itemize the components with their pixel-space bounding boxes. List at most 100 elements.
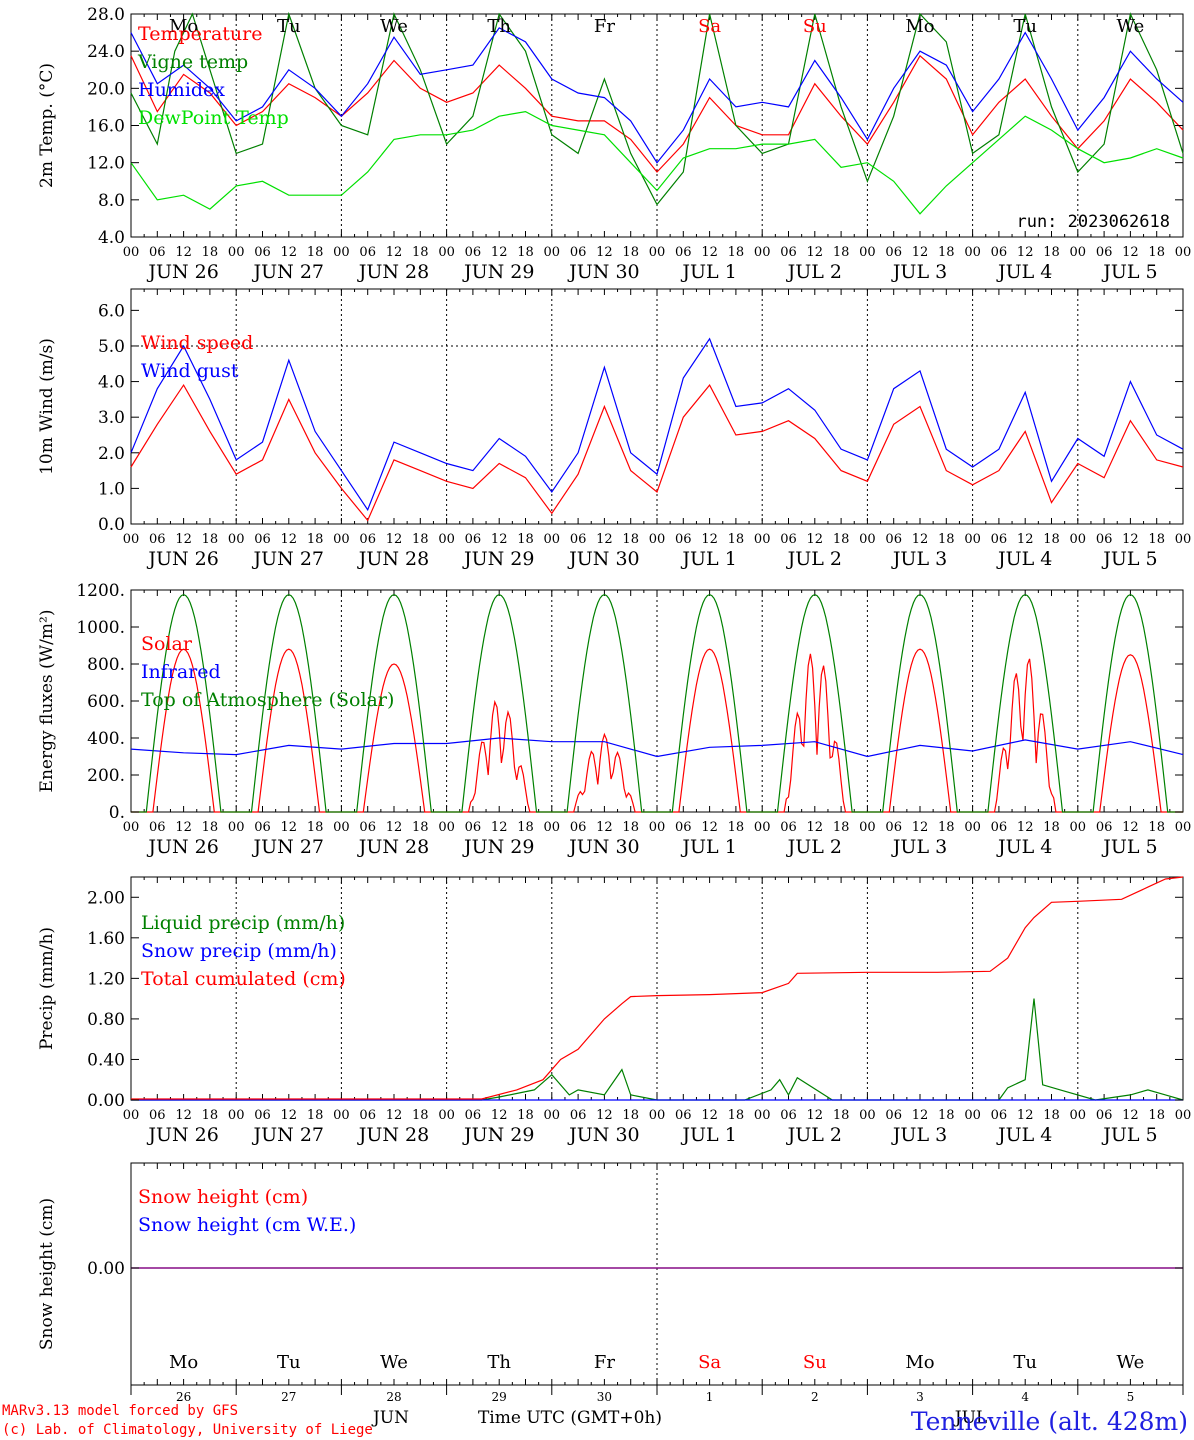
wind-legend: Wind speed Wind gust <box>141 332 253 382</box>
energy-y-tick-label: 600. <box>87 692 125 712</box>
wind-legend-entry: Wind speed <box>141 332 253 354</box>
energy-legend-entry: Solar <box>141 633 193 655</box>
wind-hour-tick-label: 12 <box>701 532 718 547</box>
wind-y-tick-label: 1.0 <box>98 479 125 499</box>
precip-hour-tick-label: 06 <box>149 1108 166 1123</box>
precip-hour-tick-label: 12 <box>281 1108 298 1123</box>
energy-panel: 0.200.400.600.800.1000.1200. 00 06 12 18JUN… <box>37 581 1191 858</box>
wind-hour-tick-label: 18 <box>307 532 324 547</box>
precip-hour-tick-label: 00 <box>544 1108 561 1123</box>
energy-y-axis-label: Energy fluxes (W/m²) <box>37 610 57 793</box>
temperature-hour-tick-label: 18 <box>622 245 639 260</box>
energy-y-ticks: 0. 200. 400. 600. 800. 1000. 1200. <box>76 581 1183 823</box>
wind-hour-tick-label: 18 <box>833 532 850 547</box>
precip-hour-tick-label: 06 <box>885 1108 902 1123</box>
temperature-y-tick-label: 12.0 <box>87 154 125 174</box>
precip-day-label: JUN 30 <box>567 1124 639 1146</box>
wind-hour-tick-label: 06 <box>991 532 1008 547</box>
precip-day-label: JUL 1 <box>680 1124 736 1146</box>
precip-hour-tick-label: 00 <box>123 1108 140 1123</box>
wind-hour-tick-label: 12 <box>281 532 298 547</box>
wind-hour-tick-label: 00 <box>123 532 140 547</box>
temperature-hour-tick-label: 18 <box>1148 245 1165 260</box>
precip-hour-tick-label: 00 <box>754 1108 771 1123</box>
precip-legend-entry: Total cumulated (cm) <box>141 968 346 990</box>
temperature-legend: Temperature Vigne temp Humidex DewPoint Tem… <box>137 23 289 129</box>
energy-hour-tick-label: 00 <box>859 820 876 835</box>
temperature-y-axis-label: 2m Temp. (°C) <box>37 63 57 188</box>
energy-day-label: JUN 28 <box>357 836 429 858</box>
energy-hour-tick-label: 06 <box>885 820 902 835</box>
temperature-hour-tick-label: 06 <box>359 245 376 260</box>
precip-hour-tick-label: 18 <box>517 1108 534 1123</box>
precip-series-line <box>131 998 1184 1101</box>
temperature-hour-tick-label: 06 <box>675 245 692 260</box>
energy-legend: Solar Infrared Top of Atmosphere (Solar) <box>141 633 394 711</box>
wind-y-tick-label: 4.0 <box>98 373 125 393</box>
precip-hour-tick-label: 06 <box>465 1108 482 1123</box>
day-number-label: 3 <box>916 1390 924 1404</box>
temperature-hour-tick-label: 00 <box>649 245 666 260</box>
temperature-day-label: JUL 5 <box>1101 261 1157 283</box>
energy-day-label: JUN 29 <box>462 836 534 858</box>
wind-day-label: JUL 2 <box>786 548 842 570</box>
wind-hour-tick-label: 12 <box>491 532 508 547</box>
energy-hour-tick-label: 00 <box>438 820 455 835</box>
snow-weekday-labels: Mo Tu We Th Fr Sa Su Mo Tu We <box>169 1352 1144 1373</box>
weekday-label: Fr <box>594 1352 615 1373</box>
energy-lines <box>130 593 1184 813</box>
wind-hour-tick-label: 00 <box>964 532 981 547</box>
weekday-label: We <box>1117 1352 1145 1373</box>
day-number-label: 30 <box>597 1390 612 1404</box>
precip-hour-tick-label: 06 <box>570 1108 587 1123</box>
precip-y-tick-label: 0.00 <box>87 1091 125 1111</box>
wind-day-label: JUL 4 <box>996 548 1052 570</box>
wind-day-label: JUN 30 <box>567 548 639 570</box>
temperature-hour-tick-label: 00 <box>438 245 455 260</box>
wind-y-axis-label: 10m Wind (m/s) <box>37 338 57 475</box>
energy-hour-tick-label: 00 <box>228 820 245 835</box>
day-number-label: 5 <box>1127 1390 1135 1404</box>
temperature-day-label: JUL 4 <box>996 261 1052 283</box>
temperature-series-line <box>130 27 1184 164</box>
energy-hour-tick-label: 00 <box>333 820 350 835</box>
energy-hour-tick-label: 18 <box>307 820 324 835</box>
weekday-label: Tu <box>277 16 301 37</box>
precip-hour-tick-label: 18 <box>622 1108 639 1123</box>
station-title: Tenneville (alt. 428m) <box>911 1407 1188 1436</box>
energy-hour-tick-label: 06 <box>570 820 587 835</box>
temperature-hour-tick-label: 00 <box>544 245 561 260</box>
energy-hour-tick-label: 12 <box>701 820 718 835</box>
snow-grid <box>130 1163 1184 1385</box>
energy-hour-tick-label: 06 <box>780 820 797 835</box>
weekday-label: Tu <box>1013 16 1037 37</box>
energy-series-line <box>131 593 1183 813</box>
precip-hour-tick-label: 12 <box>175 1108 192 1123</box>
energy-y-tick-label: 400. <box>87 729 125 749</box>
wind-hour-tick-label: 18 <box>412 532 429 547</box>
temperature-hour-tick-label: 18 <box>517 245 534 260</box>
temperature-y-tick-label: 20.0 <box>87 79 125 99</box>
precip-hour-tick-label: 12 <box>386 1108 403 1123</box>
energy-day-label: JUN 30 <box>567 836 639 858</box>
wind-hour-tick-label: 12 <box>807 532 824 547</box>
precip-hour-tick-label: 18 <box>1043 1108 1060 1123</box>
precip-hour-tick-label: 12 <box>912 1108 929 1123</box>
energy-hour-tick-label: 12 <box>175 820 192 835</box>
precip-y-ticks: 0.00 0.40 0.80 1.20 1.60 2.00 <box>87 888 1183 1111</box>
temperature-hour-tick-label: 06 <box>991 245 1008 260</box>
temperature-hour-tick-label: 12 <box>596 245 613 260</box>
energy-hour-tick-label: 06 <box>991 820 1008 835</box>
weekday-label: Sa <box>698 1352 721 1373</box>
precip-hour-tick-label: 00 <box>859 1108 876 1123</box>
temperature-day-label: JUL 2 <box>786 261 842 283</box>
temperature-hour-tick-label: 00 <box>333 245 350 260</box>
temperature-hour-tick-label: 00 <box>228 245 245 260</box>
precip-hour-tick-label: 06 <box>254 1108 271 1123</box>
energy-y-tick-label: 0. <box>109 803 125 823</box>
energy-hour-tick-label: 12 <box>281 820 298 835</box>
precip-hour-tick-label: 06 <box>991 1108 1008 1123</box>
temperature-hour-tick-label: 12 <box>701 245 718 260</box>
